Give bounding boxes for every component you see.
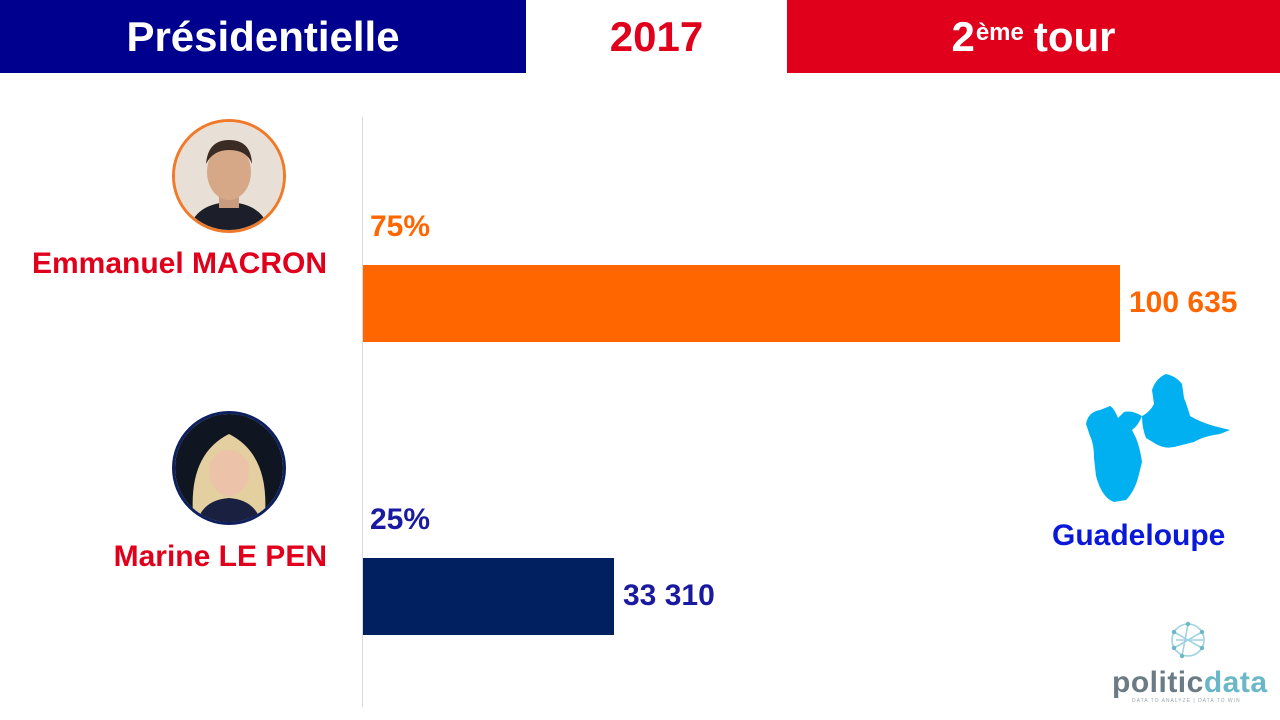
percent-label-lepen: 25% xyxy=(370,503,431,536)
politicdata-logo-icon xyxy=(1171,621,1205,659)
logo-part1: politic xyxy=(1112,666,1204,699)
candidate-name-lepen: Marine LE PEN xyxy=(113,540,327,573)
guadeloupe-map-icon xyxy=(1086,374,1230,502)
value-label-macron: 100 635 xyxy=(1129,286,1238,319)
banner-title: Présidentielle xyxy=(0,0,526,73)
bar-macron xyxy=(363,265,1120,342)
round-word: tour xyxy=(1033,12,1116,60)
macron-portrait-icon xyxy=(172,119,286,233)
banner-round: 2 ème tour xyxy=(787,0,1280,73)
value-label-lepen: 33 310 xyxy=(623,579,715,612)
round-number: 2 xyxy=(951,12,975,60)
logo-wordmark: politicdata xyxy=(1112,666,1268,700)
lepen-portrait-icon xyxy=(172,411,286,525)
percent-label-macron: 75% xyxy=(370,210,431,243)
region-label: Guadeloupe xyxy=(1052,519,1226,552)
bar-lepen xyxy=(363,558,614,635)
candidate-name-macron: Emmanuel MACRON xyxy=(31,247,327,280)
round-superscript: ème xyxy=(975,18,1024,46)
chart-axis-line xyxy=(362,117,363,707)
logo-tagline: DATA TO ANALYZE | DATA TO WIN xyxy=(1132,698,1241,704)
banner-year: 2017 xyxy=(526,0,787,73)
logo-part2: data xyxy=(1203,666,1268,699)
